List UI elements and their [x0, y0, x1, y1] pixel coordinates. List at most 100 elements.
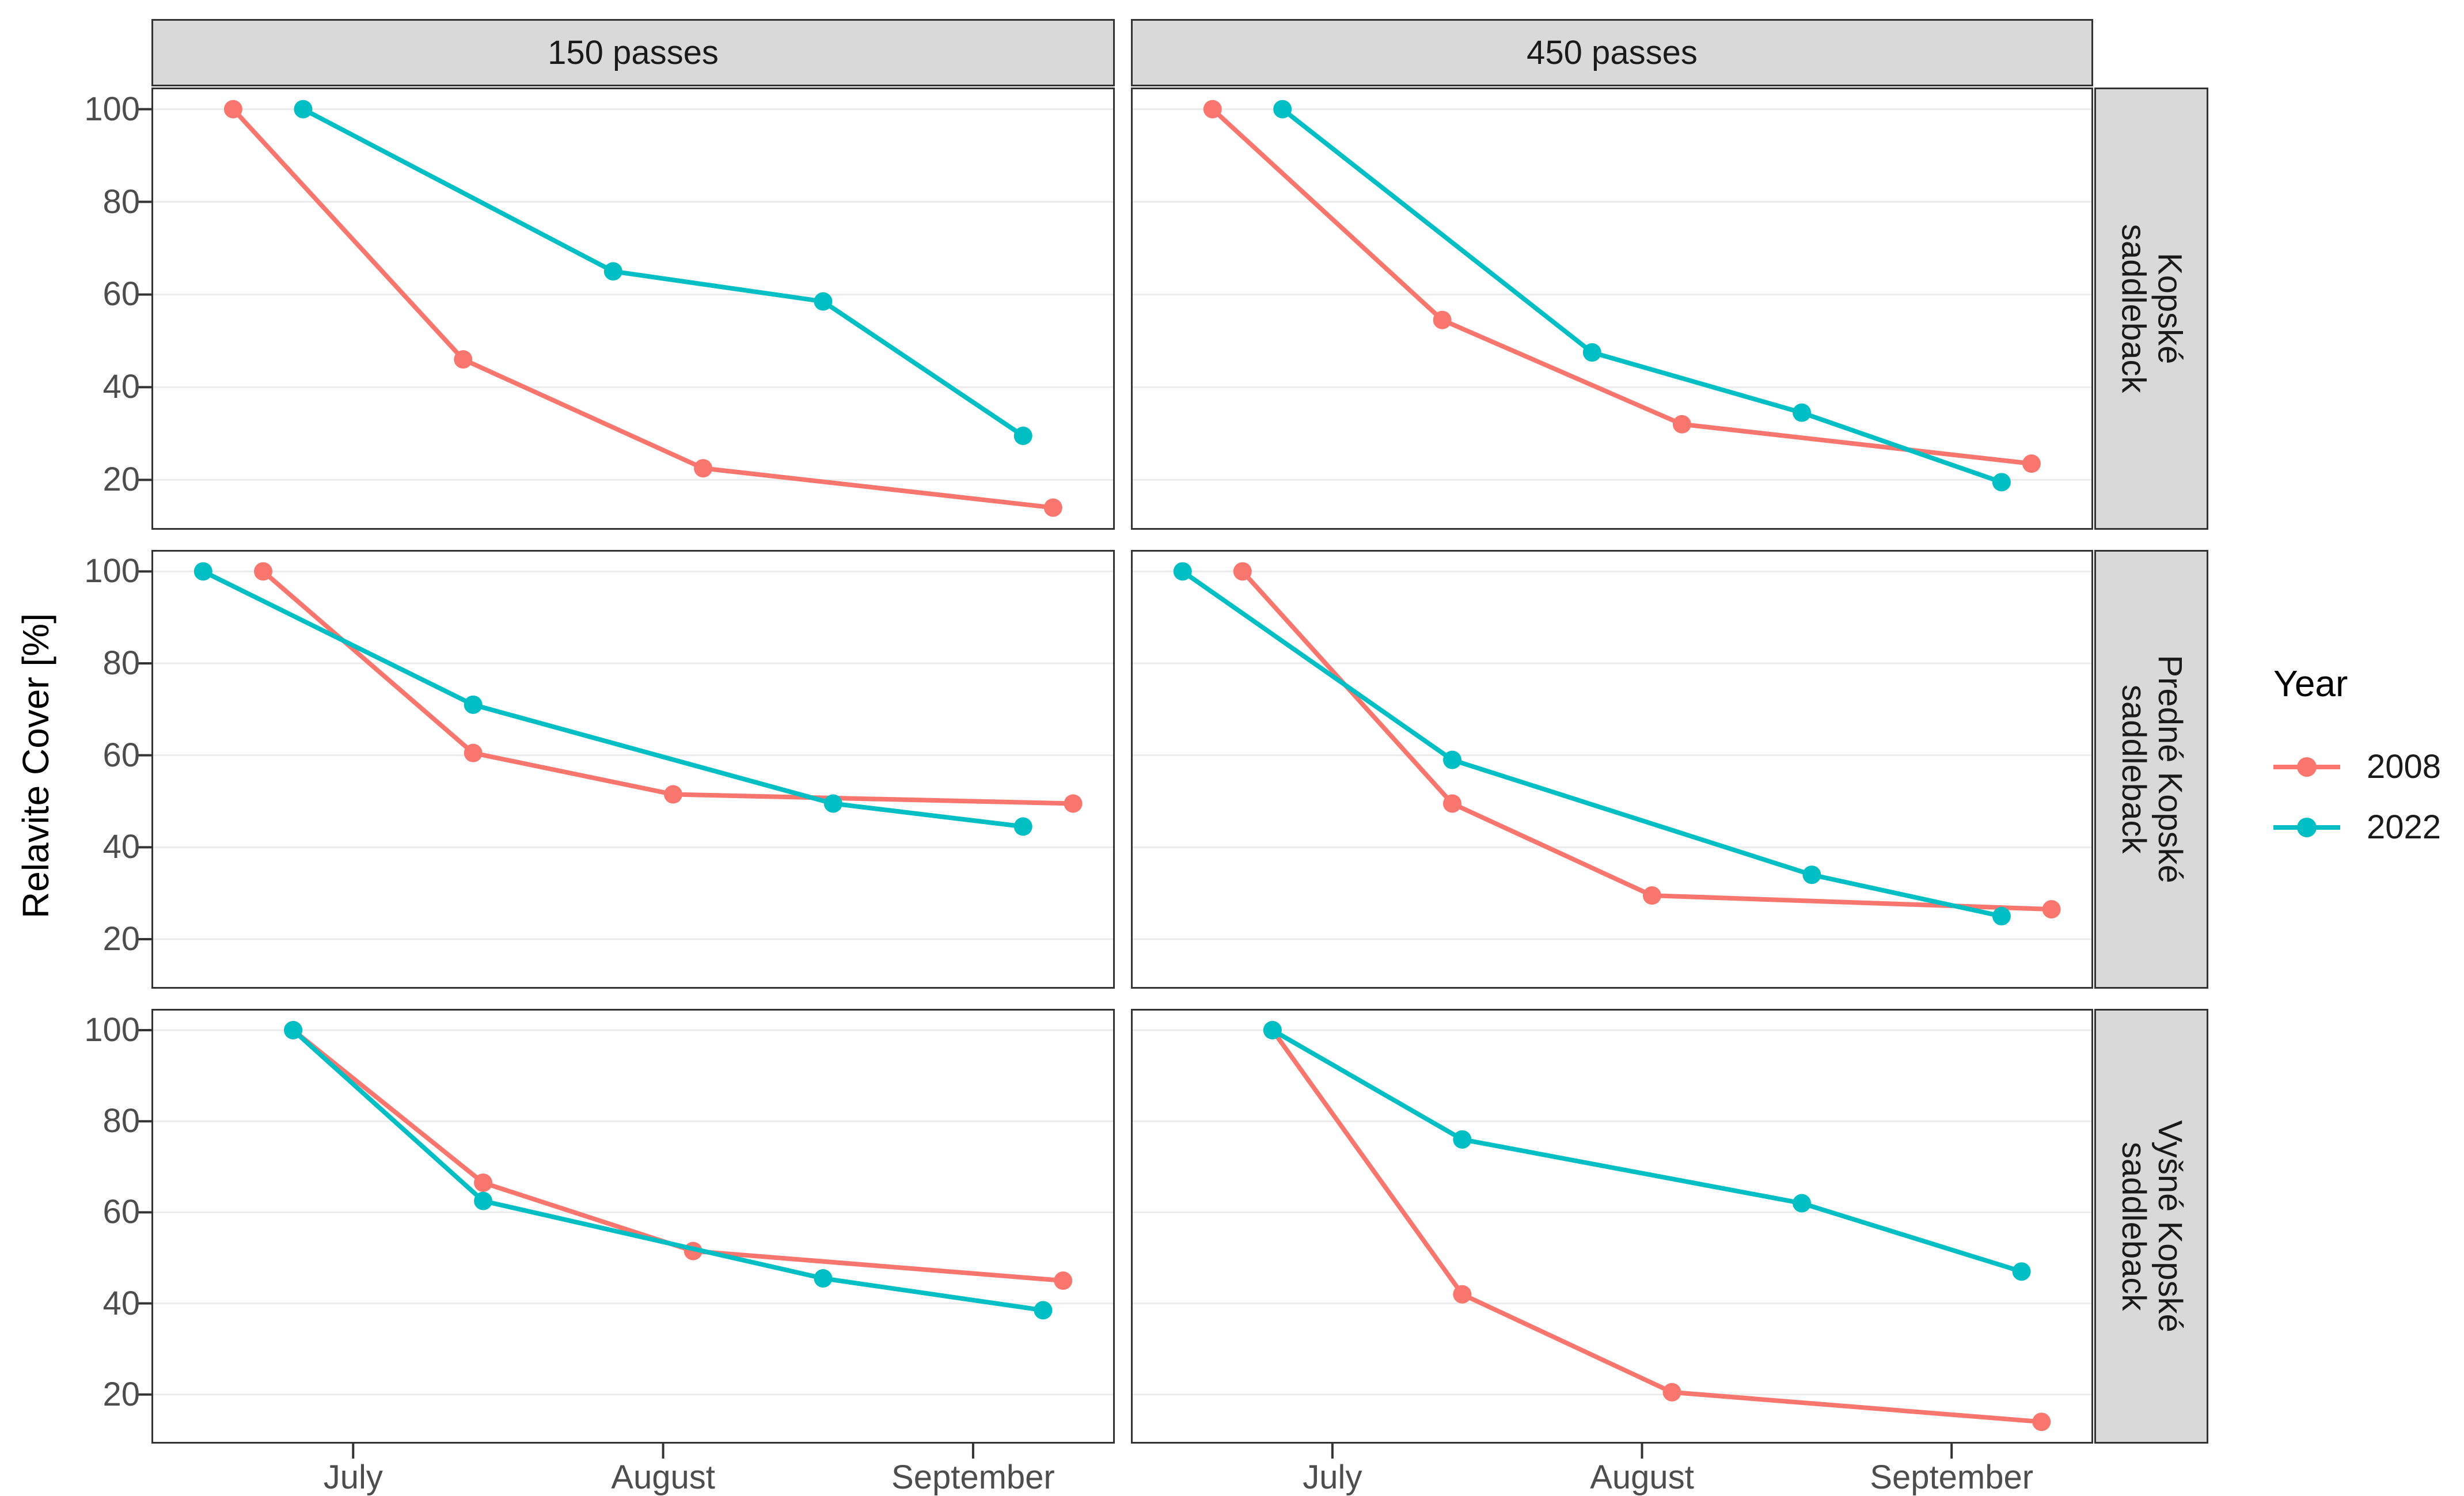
point-2022: [1992, 907, 2011, 926]
y-tick-label: 60: [102, 275, 140, 313]
point-2022: [284, 1021, 303, 1040]
line-2022: [1280, 107, 2004, 485]
y-tick-label: 80: [102, 644, 140, 682]
point-2008: [1433, 310, 1452, 329]
facet-strip-row-vysne: Vyšné Kopské saddleback: [2094, 1009, 2208, 1444]
point-2008: [663, 785, 682, 804]
point-2008: [1203, 100, 1222, 119]
point-2022: [1263, 1021, 1282, 1040]
line-2022: [1180, 569, 2004, 919]
point-2022: [603, 262, 622, 281]
panel-vysne-450: [1131, 1009, 2093, 1459]
point-2022: [1013, 426, 1032, 445]
point-2008: [1054, 1271, 1073, 1290]
point-2022: [2012, 1262, 2031, 1281]
line-2008: [1210, 107, 2034, 466]
panel-kopske-450: [1131, 88, 2093, 530]
point-2022: [1992, 473, 2011, 492]
y-tick-label: 40: [102, 368, 140, 406]
y-tick-label: 100: [84, 1011, 140, 1049]
y-tick-label: 100: [84, 90, 140, 128]
panel-kopske-150: [136, 88, 1115, 530]
facet-plot: [1133, 1021, 2091, 1459]
point-2008: [254, 562, 273, 581]
legend-item: 2008: [2273, 736, 2464, 797]
point-2022: [464, 695, 483, 714]
line-2008: [230, 107, 1056, 510]
legend-label: 2022: [2367, 808, 2442, 846]
facet-strip-row-line: Vyšné Kopské: [2151, 1120, 2189, 1332]
point-2022: [1013, 817, 1032, 836]
legend-key-2022: [2273, 817, 2340, 837]
facet-plot: [136, 1021, 1113, 1459]
x-tick-label: July: [323, 1459, 383, 1496]
line-2008: [1240, 569, 2054, 912]
point-2008: [464, 743, 483, 762]
legend: Year 2008 2022: [2273, 662, 2464, 857]
facet-strip-col-150: 150 passes: [151, 19, 1115, 86]
point-2022: [814, 292, 833, 311]
point-2022: [1443, 750, 1461, 769]
point-2008: [1662, 1383, 1681, 1402]
facet-plot: [136, 562, 1113, 940]
point-2008: [474, 1173, 493, 1192]
legend-label: 2008: [2367, 748, 2442, 785]
x-tick-label: September: [1870, 1459, 2034, 1496]
point-2022: [193, 562, 212, 581]
facet-strip-row-label: Vyšné Kopské saddleback: [2115, 1120, 2189, 1332]
facet-strip-row-label: Kopské saddleback: [2115, 224, 2189, 393]
point-2008: [454, 350, 473, 369]
point-2022: [814, 1269, 833, 1288]
line-2008: [1270, 1028, 2044, 1425]
facet-strip-col-label: 150 passes: [548, 34, 719, 71]
legend-title: Year: [2273, 663, 2348, 704]
x-tick-label: September: [891, 1459, 1055, 1496]
facet-strip-row-line: saddleback: [2115, 1141, 2152, 1311]
y-tick-label: 20: [102, 920, 140, 958]
point-2008: [694, 459, 713, 478]
y-tick-label: 20: [102, 1375, 140, 1413]
panel-vysne-150: [136, 1009, 1115, 1459]
point-2008: [2042, 900, 2061, 919]
facet-strip-col-450: 450 passes: [1131, 19, 2093, 86]
facet-strip-row-kopske: Kopské saddleback: [2094, 88, 2208, 530]
panel-predne-450: [1131, 550, 2093, 989]
point-2022: [1453, 1130, 1472, 1149]
x-tick-label: July: [1303, 1459, 1362, 1496]
point-2008: [1064, 794, 1083, 813]
point-2008: [1043, 498, 1062, 517]
facet-strip-row-line: saddleback: [2115, 224, 2152, 393]
y-tick-label: 100: [84, 552, 140, 590]
point-2022: [1793, 1194, 1812, 1213]
y-tick-label: 40: [102, 1284, 140, 1322]
y-tick-label: 40: [102, 828, 140, 866]
point-2022: [1582, 343, 1601, 362]
panel-predne-150: [136, 550, 1115, 989]
point-2008: [2032, 1413, 2051, 1432]
y-tick-label: 60: [102, 736, 140, 774]
facet-strip-col-label: 450 passes: [1527, 34, 1698, 71]
facet-strip-row-line: Kopské: [2151, 253, 2189, 364]
x-tick-label: August: [1590, 1459, 1694, 1496]
x-tick-label: August: [611, 1459, 715, 1496]
y-tick-label: 80: [102, 183, 140, 221]
point-2008: [1233, 562, 1252, 581]
point-2022: [1173, 562, 1192, 581]
line-2008: [291, 1028, 1066, 1284]
y-tick-label: 60: [102, 1193, 140, 1231]
point-2008: [1672, 415, 1691, 434]
y-tick-label: 20: [102, 461, 140, 499]
point-2022: [1273, 100, 1292, 119]
point-2022: [474, 1191, 493, 1210]
facet-strip-row-line: Predné Kopské: [2151, 655, 2189, 884]
point-2022: [294, 100, 313, 119]
y-tick-label: 80: [102, 1102, 140, 1140]
facet-plot: [136, 100, 1113, 517]
facet-plot: [1133, 100, 2091, 492]
line-2008: [261, 569, 1076, 806]
legend-key-2008: [2273, 757, 2340, 777]
line-2022: [301, 107, 1026, 438]
facet-strip-row-predne: Predné Kopské saddleback: [2094, 550, 2208, 989]
point-2008: [1443, 794, 1461, 813]
facet-strip-row-label: Predné Kopské saddleback: [2115, 655, 2189, 884]
